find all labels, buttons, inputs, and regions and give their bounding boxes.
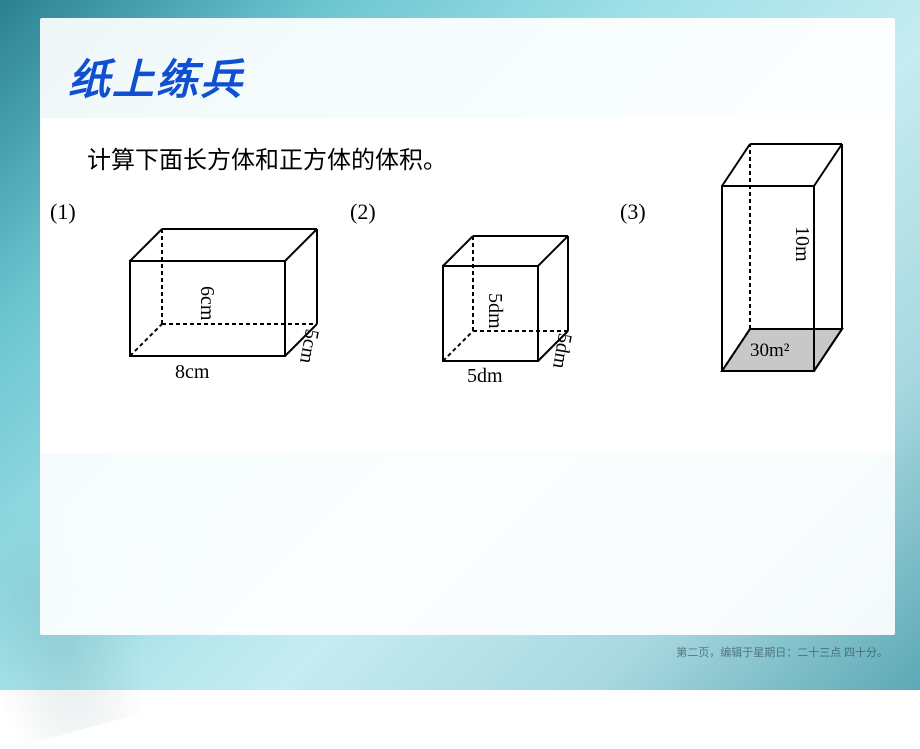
fig2-height-label: 5dm [483,293,506,329]
slide-title: 纸上练兵 [68,58,244,104]
fig1-drawing: 6cm 5cm 8cm [105,221,320,391]
fig1-width-label: 8cm [175,361,209,384]
fig2-width-label: 5dm [467,365,503,388]
fig3-number: (3) [620,199,646,225]
footer-note: 第二页，编辑于星期日：二十三点 四十分。 [676,644,888,660]
title-bar: 纸上练兵 [40,18,895,125]
figure-3: (3) [620,131,880,396]
figures-row: (1) [45,201,890,396]
fig3-height-label: 10m [790,226,813,262]
fig1-height-label: 6cm [195,286,218,320]
figure-1: (1) [50,201,340,391]
fig2-number: (2) [350,199,376,225]
fig3-drawing: 10m 30m² [690,131,860,396]
slide-card: 纸上练兵 计算下面长方体和正方体的体积。 (1) [40,18,895,635]
fig3-base-area-label: 30m² [750,340,789,362]
figure-2: (2) [350,201,610,391]
fig1-number: (1) [50,199,76,225]
content-area: 计算下面长方体和正方体的体积。 (1) [40,118,895,453]
fig2-drawing: 5dm 5dm 5dm [405,221,580,391]
